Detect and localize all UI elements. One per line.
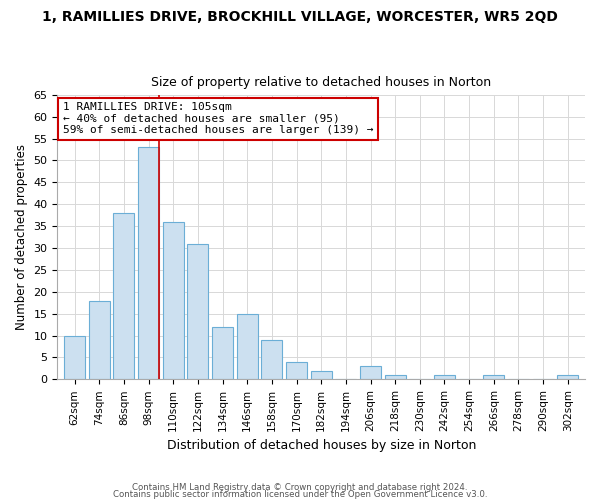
Bar xyxy=(237,314,258,380)
Bar xyxy=(138,148,159,380)
Bar xyxy=(163,222,184,380)
Bar xyxy=(557,375,578,380)
X-axis label: Distribution of detached houses by size in Norton: Distribution of detached houses by size … xyxy=(167,440,476,452)
Text: Contains HM Land Registry data © Crown copyright and database right 2024.: Contains HM Land Registry data © Crown c… xyxy=(132,484,468,492)
Bar xyxy=(434,375,455,380)
Bar xyxy=(64,336,85,380)
Bar xyxy=(360,366,381,380)
Bar xyxy=(385,375,406,380)
Bar xyxy=(286,362,307,380)
Bar xyxy=(484,375,504,380)
Bar xyxy=(89,300,110,380)
Bar xyxy=(187,244,208,380)
Y-axis label: Number of detached properties: Number of detached properties xyxy=(15,144,28,330)
Text: Contains public sector information licensed under the Open Government Licence v3: Contains public sector information licen… xyxy=(113,490,487,499)
Title: Size of property relative to detached houses in Norton: Size of property relative to detached ho… xyxy=(151,76,491,90)
Bar xyxy=(262,340,283,380)
Bar xyxy=(311,370,332,380)
Bar xyxy=(212,327,233,380)
Text: 1 RAMILLIES DRIVE: 105sqm
← 40% of detached houses are smaller (95)
59% of semi-: 1 RAMILLIES DRIVE: 105sqm ← 40% of detac… xyxy=(62,102,373,135)
Text: 1, RAMILLIES DRIVE, BROCKHILL VILLAGE, WORCESTER, WR5 2QD: 1, RAMILLIES DRIVE, BROCKHILL VILLAGE, W… xyxy=(42,10,558,24)
Bar xyxy=(113,213,134,380)
